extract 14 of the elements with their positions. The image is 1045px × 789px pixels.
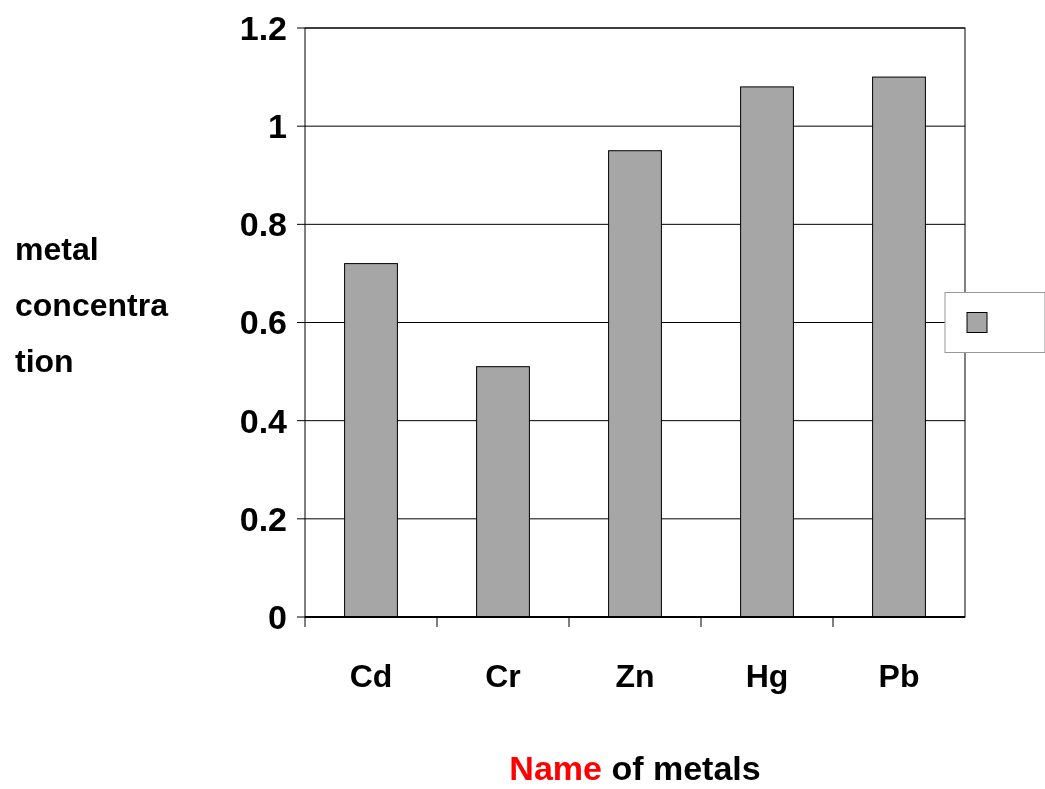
x-tick-label: Zn [615, 658, 655, 694]
x-tick-label: Cr [485, 658, 521, 694]
y-tick-label: 0.6 [239, 303, 287, 342]
y-tick-label: 0.8 [239, 205, 287, 244]
y-tick-label: 0.2 [239, 499, 287, 538]
y-tick-label: 0 [268, 597, 287, 636]
y-tick-label: 0.4 [239, 401, 288, 440]
y-axis-title: metal concentration [15, 231, 169, 379]
x-tick-label: Cd [349, 658, 393, 694]
y-tick-label: 1.2 [239, 8, 287, 47]
x-tick-label: Pb [878, 658, 920, 694]
x-tick-label: Hg [745, 658, 789, 694]
y-tick-label: 1 [268, 107, 287, 146]
x-axis-title: Name of metals [509, 749, 761, 787]
